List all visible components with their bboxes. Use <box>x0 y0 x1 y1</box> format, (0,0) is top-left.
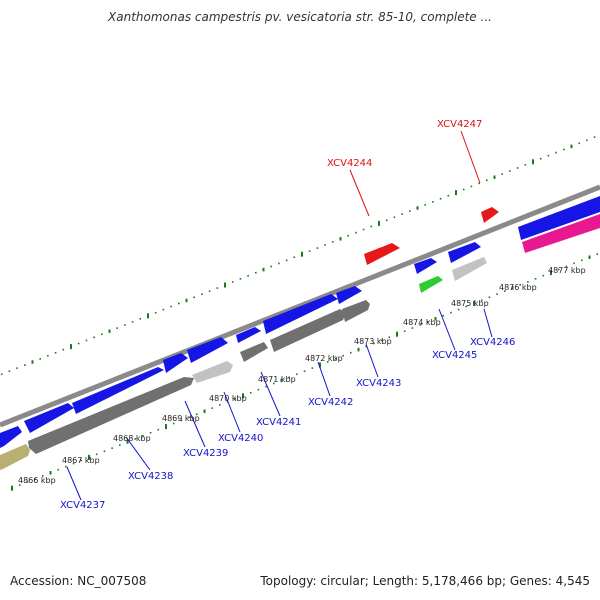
accession-text: Accession: NC_007508 <box>10 574 147 588</box>
label-leader-line <box>460 130 481 184</box>
outer-tick-row <box>0 136 596 376</box>
gene-label-xcv4242[interactable]: XCV4242 <box>308 397 353 408</box>
inner-tick-row <box>11 253 599 491</box>
coordinate-label: 4868 kbp <box>113 434 151 443</box>
gene-label-xcv4237[interactable]: XCV4237 <box>60 500 105 511</box>
forward-gene[interactable] <box>414 258 437 274</box>
forward-gene[interactable] <box>72 367 164 414</box>
gene-label-xcv4241[interactable]: XCV4241 <box>256 417 301 428</box>
reverse-gene[interactable] <box>342 300 370 322</box>
label-leader-line <box>349 169 370 217</box>
forward-gene[interactable] <box>263 294 338 334</box>
label-leader-line <box>125 436 151 471</box>
coordinate-label: 4877 kbp <box>548 266 586 275</box>
gene-label-xcv4240[interactable]: XCV4240 <box>218 433 263 444</box>
coordinate-label: 4866 kbp <box>18 476 56 485</box>
gene-label-xcv4247[interactable]: XCV4247 <box>437 119 482 130</box>
forward-gene[interactable] <box>163 353 188 373</box>
coordinate-label: 4874 kbp <box>403 318 441 327</box>
forward-gene[interactable] <box>187 337 228 363</box>
rna-gene[interactable] <box>419 276 443 293</box>
label-leader-line <box>223 391 241 433</box>
label-leader-line <box>483 308 493 338</box>
reverse-gene[interactable] <box>28 377 194 454</box>
forward-gene[interactable] <box>448 242 481 263</box>
label-leaders <box>66 130 493 501</box>
pink-feature[interactable] <box>522 214 600 253</box>
forward-gene[interactable] <box>518 196 600 240</box>
coordinate-label: 4876 kbp <box>499 283 537 292</box>
coordinate-labels: 4866 kbp 4867 kbp 4868 kbp 4869 kbp 4870 kbp… <box>18 266 586 485</box>
gene-label-xcv4243[interactable]: XCV4243 <box>356 378 401 389</box>
coordinate-label: 4867 kbp <box>62 456 100 465</box>
gene-label-xcv4244[interactable]: XCV4244 <box>327 158 372 169</box>
light-gene[interactable] <box>192 361 233 383</box>
coordinate-label: 4870 kbp <box>209 394 247 403</box>
forward-gene[interactable] <box>24 403 74 433</box>
highlight-gene-xcv4244[interactable] <box>364 243 400 265</box>
gene-label-xcv4239[interactable]: XCV4239 <box>183 448 228 459</box>
genome-backbone <box>0 184 600 428</box>
label-leader-line <box>365 343 379 378</box>
label-leader-line <box>317 361 331 397</box>
coordinate-label: 4873 kbp <box>354 337 392 346</box>
coordinate-label: 4872 kbp <box>305 354 343 363</box>
light-gene[interactable] <box>452 257 487 281</box>
reverse-gene[interactable] <box>240 342 268 362</box>
forward-gene[interactable] <box>336 286 362 304</box>
highlight-gene-xcv4247[interactable] <box>481 207 499 223</box>
coordinate-label: 4875 kbp <box>451 299 489 308</box>
forward-gene[interactable] <box>236 327 261 343</box>
feature-track <box>0 196 600 470</box>
label-leader-line <box>260 371 281 417</box>
map-title: Xanthomonas campestris pv. vesicatoria s… <box>108 10 492 24</box>
coordinate-label: 4869 kbp <box>162 414 200 423</box>
reverse-gene[interactable] <box>270 309 346 352</box>
gene-labels: XCV4237 XCV4238 XCV4239 XCV4240 XCV4241 XCV42… <box>60 119 515 511</box>
forward-gene[interactable] <box>0 426 22 448</box>
label-leader-line <box>438 308 456 351</box>
khaki-feature[interactable] <box>0 444 30 470</box>
gene-label-xcv4238[interactable]: XCV4238 <box>128 471 173 482</box>
coordinate-label: 4871 kbp <box>258 375 296 384</box>
gene-label-xcv4245[interactable]: XCV4245 <box>432 350 477 361</box>
label-leader-line <box>184 400 206 448</box>
genome-summary-text: Topology: circular; Length: 5,178,466 bp… <box>260 574 590 588</box>
label-leader-line <box>66 466 82 501</box>
gene-label-xcv4246[interactable]: XCV4246 <box>470 337 515 348</box>
